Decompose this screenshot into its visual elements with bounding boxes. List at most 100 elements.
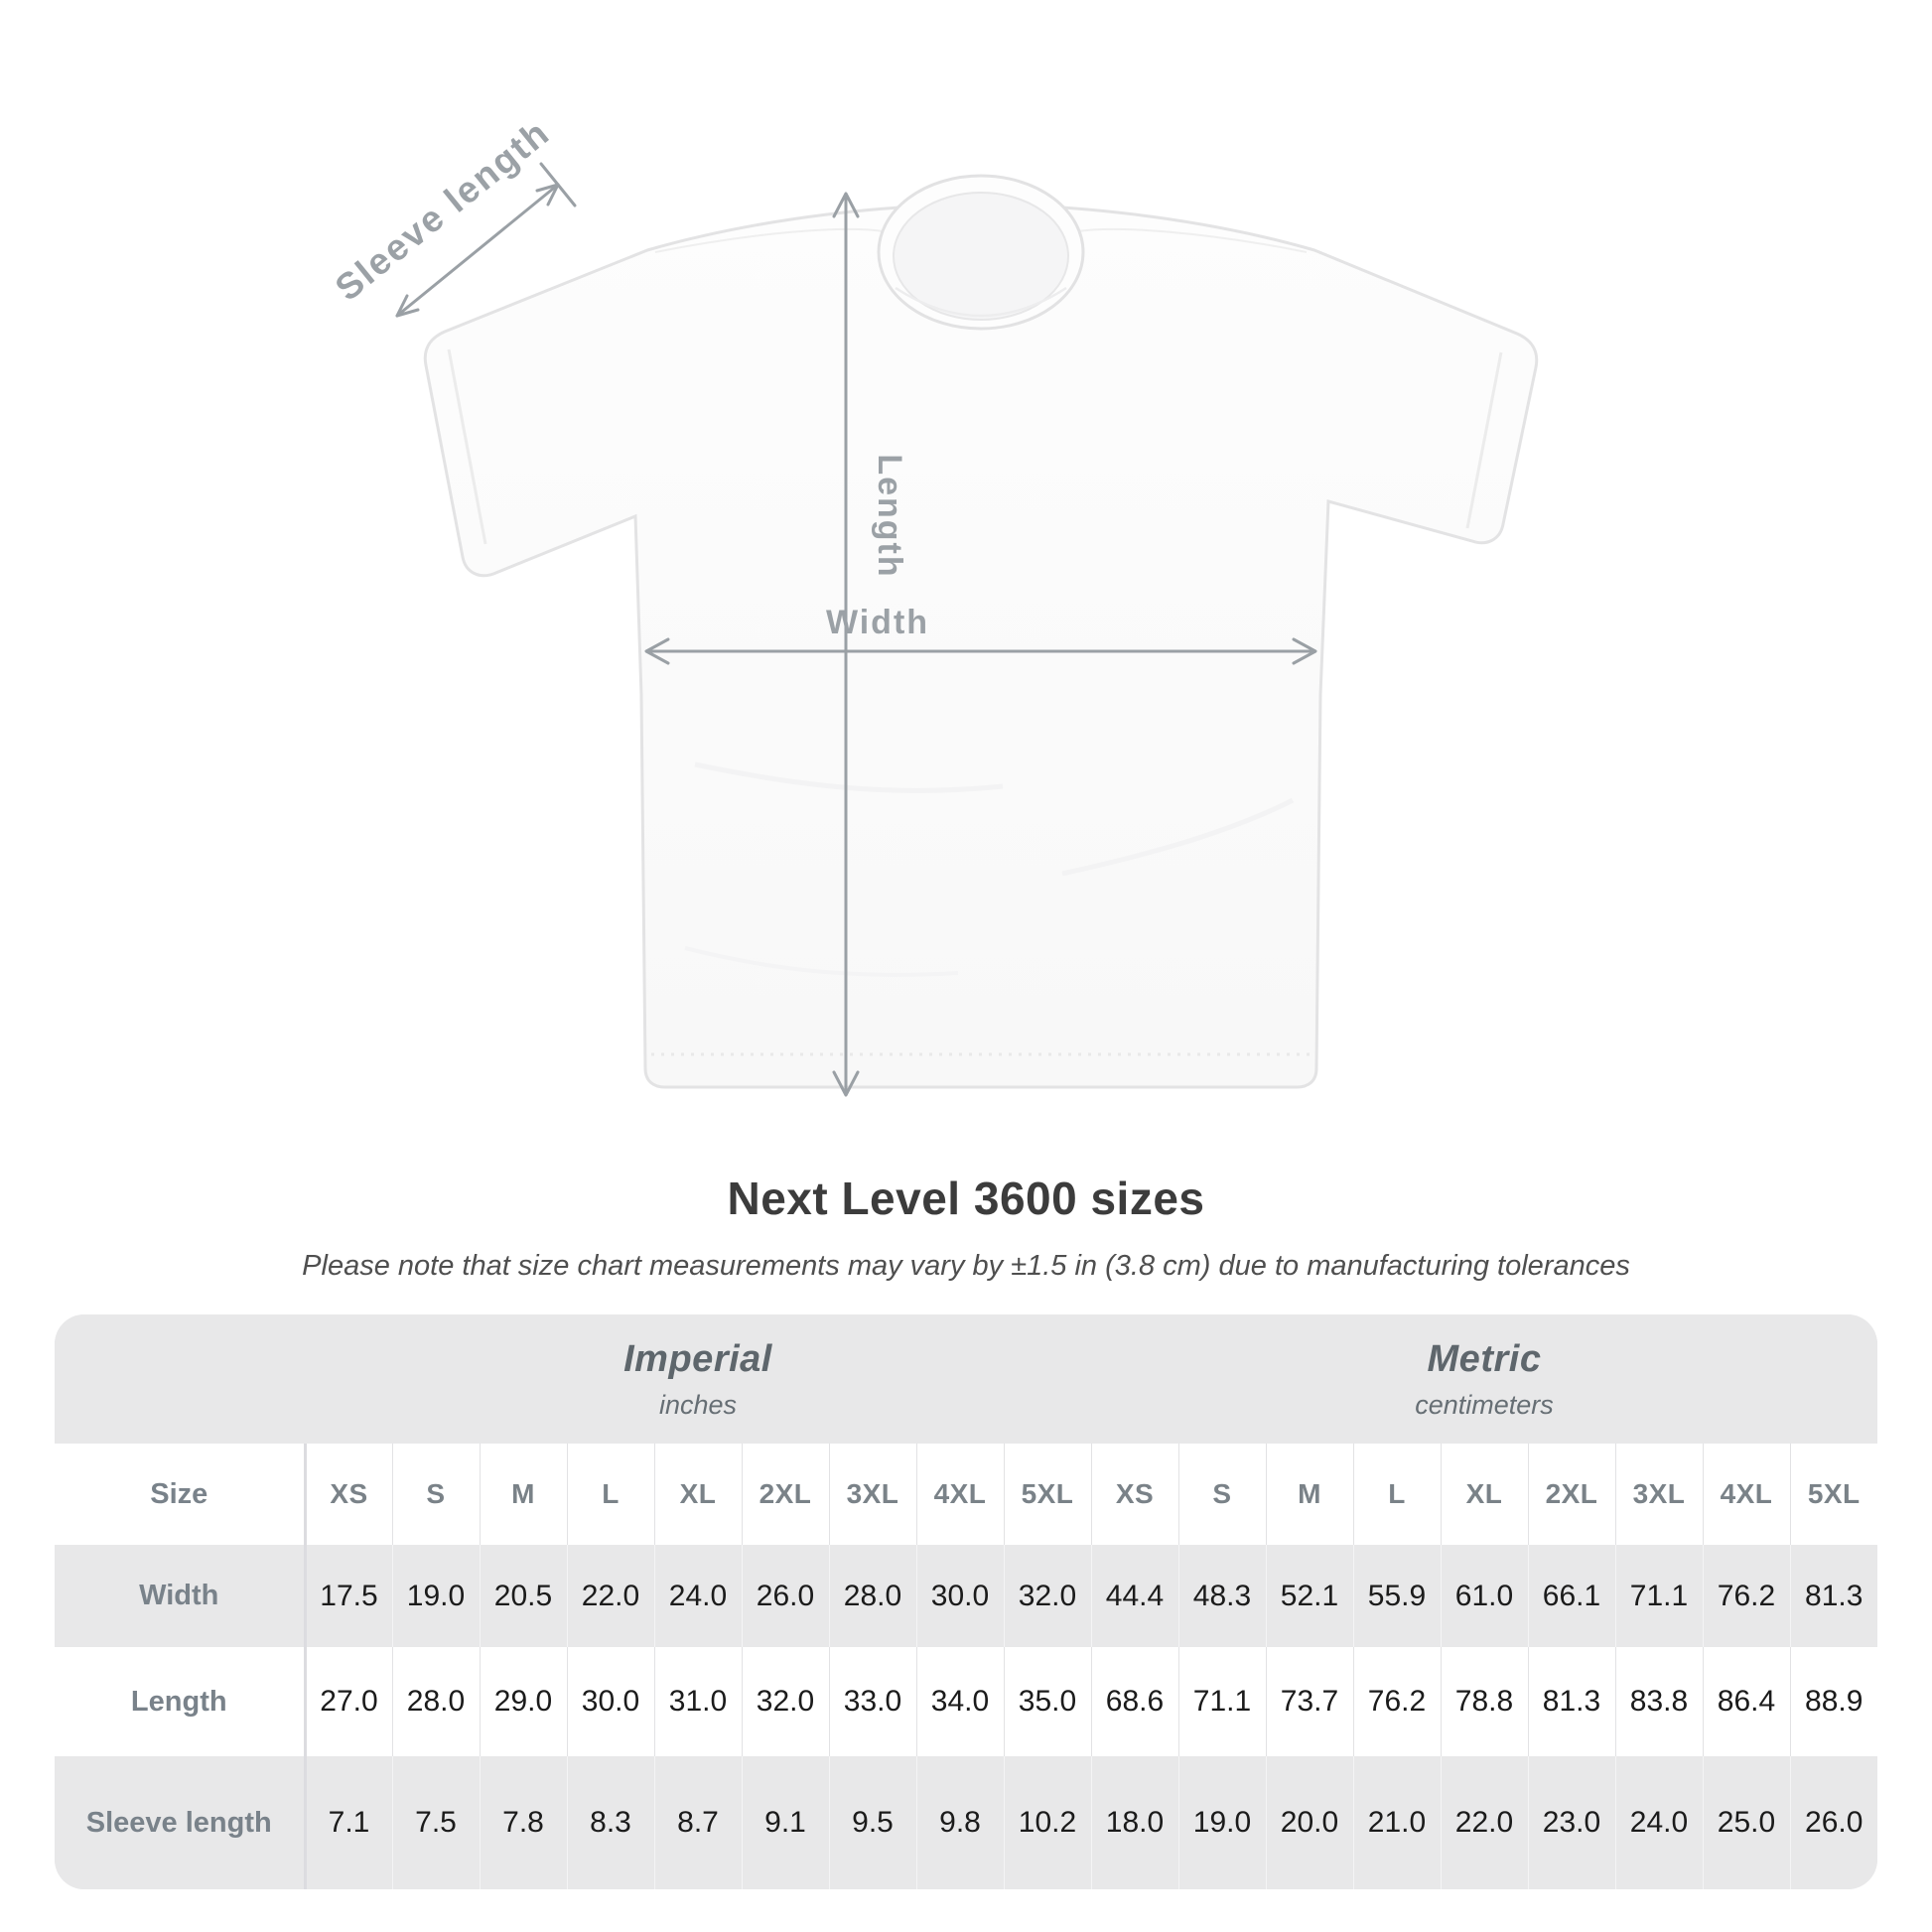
value-cell: 20.5 — [479, 1545, 567, 1647]
value-cell: 20.0 — [1265, 1756, 1353, 1889]
value-cell: 81.3 — [1527, 1647, 1615, 1756]
tolerance-note: Please note that size chart measurements… — [302, 1250, 1630, 1282]
tshirt-measurement-diagram: Sleeve length Length Width — [328, 111, 1539, 1097]
value-cell: 21.0 — [1352, 1756, 1441, 1889]
imperial-group-header: Imperial inches — [305, 1314, 1091, 1444]
size-chart-card: Imperial inches Metric centimeters Size … — [55, 1314, 1877, 1889]
value-cell: 61.0 — [1440, 1545, 1528, 1647]
size-col-header: L — [1352, 1444, 1441, 1545]
imperial-label: Imperial — [623, 1337, 772, 1380]
value-cell: 31.0 — [653, 1647, 742, 1756]
value-cell: 8.3 — [566, 1756, 654, 1889]
value-cell: 9.1 — [741, 1756, 829, 1889]
value-cell: 73.7 — [1265, 1647, 1353, 1756]
length-row-label: Length — [130, 1685, 227, 1718]
length-annotation: Length — [832, 192, 908, 1097]
value-cell: 71.1 — [1614, 1545, 1703, 1647]
size-header-row: Size XS S M L XL 2XL 3XL 4XL 5XL XS S M L XL 2XL 3XL 4XL… — [55, 1444, 1877, 1545]
value-cell: 83.8 — [1614, 1647, 1703, 1756]
value-cell: 71.1 — [1177, 1647, 1266, 1756]
value-cell: 30.0 — [915, 1545, 1004, 1647]
width-row: Width 17.5 19.0 20.5 22.0 24.0 26.0 28.0 30.0 32… — [55, 1545, 1877, 1647]
value-cell: 29.0 — [479, 1647, 567, 1756]
value-cell: 26.0 — [741, 1545, 829, 1647]
size-col-header: 2XL — [1527, 1444, 1615, 1545]
value-cell: 35.0 — [1003, 1647, 1091, 1756]
value-cell: 24.0 — [653, 1545, 742, 1647]
value-cell: 55.9 — [1352, 1545, 1441, 1647]
value-cell: 28.0 — [391, 1647, 480, 1756]
value-cell: 88.9 — [1789, 1647, 1877, 1756]
metric-label: Metric — [1427, 1337, 1542, 1380]
size-col-header: 2XL — [741, 1444, 829, 1545]
sleeve-length-row: Sleeve length 7.1 7.5 7.8 8.3 8.7 9.1 9.5 9.8 10… — [55, 1756, 1877, 1889]
metric-group-header: Metric centimeters — [1091, 1314, 1877, 1444]
value-cell: 9.8 — [915, 1756, 1004, 1889]
size-col-header: L — [566, 1444, 654, 1545]
value-cell: 66.1 — [1527, 1545, 1615, 1647]
value-cell: 26.0 — [1789, 1756, 1877, 1889]
unit-header-row: Imperial inches Metric centimeters — [55, 1314, 1877, 1444]
tshirt-illustration — [423, 174, 1539, 1089]
value-cell: 30.0 — [566, 1647, 654, 1756]
width-label: Width — [826, 604, 929, 641]
size-col-header: 3XL — [828, 1444, 916, 1545]
value-cell: 86.4 — [1702, 1647, 1790, 1756]
width-row-label: Width — [139, 1580, 219, 1611]
value-cell: 22.0 — [1440, 1756, 1528, 1889]
length-row: Length 27.0 28.0 29.0 30.0 31.0 32.0 33.0 34.0 3… — [55, 1647, 1877, 1756]
page-title: Next Level 3600 sizes — [727, 1173, 1205, 1224]
unit-row-spacer — [55, 1314, 305, 1444]
value-cell: 48.3 — [1177, 1545, 1266, 1647]
size-col-header: 4XL — [915, 1444, 1004, 1545]
value-cell: 7.5 — [391, 1756, 480, 1889]
sleeve-length-annotation: Sleeve length — [328, 111, 577, 318]
size-col-header: S — [1177, 1444, 1266, 1545]
imperial-unit-label: inches — [658, 1389, 738, 1420]
width-annotation: Width — [644, 604, 1317, 665]
sleeve-length-row-label: Sleeve length — [85, 1806, 272, 1839]
value-cell: 19.0 — [391, 1545, 480, 1647]
size-col-header: M — [1265, 1444, 1353, 1545]
value-cell: 81.3 — [1789, 1545, 1877, 1647]
value-cell: 17.5 — [303, 1545, 392, 1647]
value-cell: 23.0 — [1527, 1756, 1615, 1889]
value-cell: 25.0 — [1702, 1756, 1790, 1889]
value-cell: 68.6 — [1090, 1647, 1178, 1756]
size-col-header: 4XL — [1702, 1444, 1790, 1545]
value-cell: 32.0 — [741, 1647, 829, 1756]
size-chart-table: Imperial inches Metric centimeters Size … — [55, 1314, 1877, 1889]
value-cell: 52.1 — [1265, 1545, 1353, 1647]
value-cell: 24.0 — [1614, 1756, 1703, 1889]
size-col-header: M — [479, 1444, 567, 1545]
value-cell: 76.2 — [1702, 1545, 1790, 1647]
size-col-header: XL — [653, 1444, 742, 1545]
value-cell: 28.0 — [828, 1545, 916, 1647]
value-cell: 32.0 — [1003, 1545, 1091, 1647]
value-cell: 78.8 — [1440, 1647, 1528, 1756]
metric-unit-label: centimeters — [1415, 1389, 1554, 1420]
size-column-header: Size — [150, 1477, 208, 1510]
value-cell: 76.2 — [1352, 1647, 1441, 1756]
length-label: Length — [871, 454, 908, 578]
size-col-header: XS — [303, 1444, 392, 1545]
value-cell: 44.4 — [1090, 1545, 1178, 1647]
value-cell: 33.0 — [828, 1647, 916, 1756]
value-cell: 7.8 — [479, 1756, 567, 1889]
value-cell: 7.1 — [303, 1756, 392, 1889]
size-col-header: XS — [1090, 1444, 1178, 1545]
value-cell: 18.0 — [1090, 1756, 1178, 1889]
size-col-header: 3XL — [1614, 1444, 1703, 1545]
value-cell: 27.0 — [303, 1647, 392, 1756]
value-cell: 9.5 — [828, 1756, 916, 1889]
value-cell: 22.0 — [566, 1545, 654, 1647]
value-cell: 8.7 — [653, 1756, 742, 1889]
size-col-header: S — [391, 1444, 480, 1545]
value-cell: 10.2 — [1003, 1756, 1091, 1889]
tshirt-collar — [877, 174, 1085, 331]
size-col-header: 5XL — [1003, 1444, 1091, 1545]
value-cell: 19.0 — [1177, 1756, 1266, 1889]
size-col-header: XL — [1440, 1444, 1528, 1545]
value-cell: 34.0 — [915, 1647, 1004, 1756]
